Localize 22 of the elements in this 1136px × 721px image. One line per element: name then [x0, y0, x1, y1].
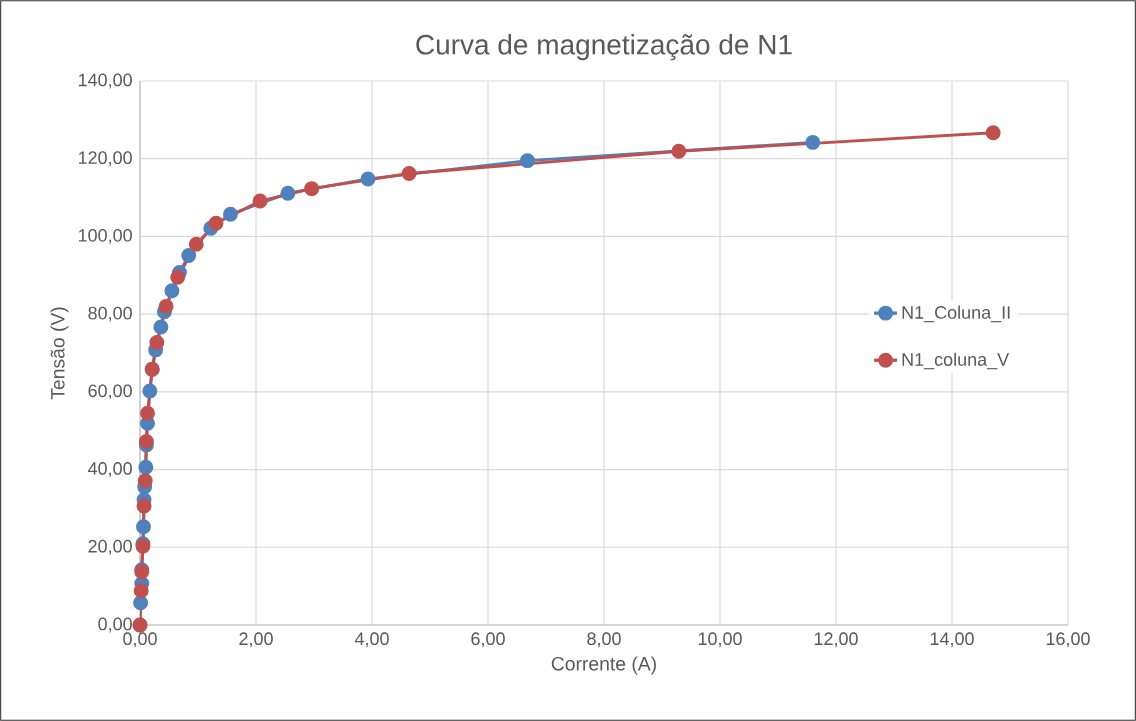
x-axis-title: Corrente (A): [551, 656, 656, 675]
x-tick-label: 2,00: [239, 632, 273, 648]
y-tick-label: 100,00: [78, 228, 132, 244]
y-tick-label: 20,00: [88, 539, 132, 555]
x-tick-label: 4,00: [354, 632, 389, 648]
y-tick-label: 120,00: [78, 151, 132, 167]
x-tick-label: 16,00: [1046, 632, 1090, 648]
y-tick-label: 40,00: [88, 462, 132, 477]
x-tick-label: 12,00: [814, 632, 858, 648]
y-tick-label: 80,00: [88, 306, 132, 322]
x-tick-label: 6,00: [471, 632, 505, 648]
x-tick-label: 0,00: [123, 632, 157, 648]
y-tick-label: 60,00: [88, 384, 132, 400]
x-tick-label: 10,00: [698, 632, 742, 648]
y-tick-label: 140,00: [78, 73, 132, 89]
x-tick-label: 14,00: [930, 632, 974, 648]
legend-label: N1_coluna_V: [902, 352, 1010, 370]
chart-title: Curva de magnetização de N1: [416, 34, 792, 61]
legend-label: N1_Coluna_II: [902, 305, 1010, 323]
x-tick-label: 8,00: [587, 632, 621, 648]
y-axis-title: Tensão (V): [50, 307, 69, 400]
y-tick-label: 0,00: [98, 617, 132, 633]
